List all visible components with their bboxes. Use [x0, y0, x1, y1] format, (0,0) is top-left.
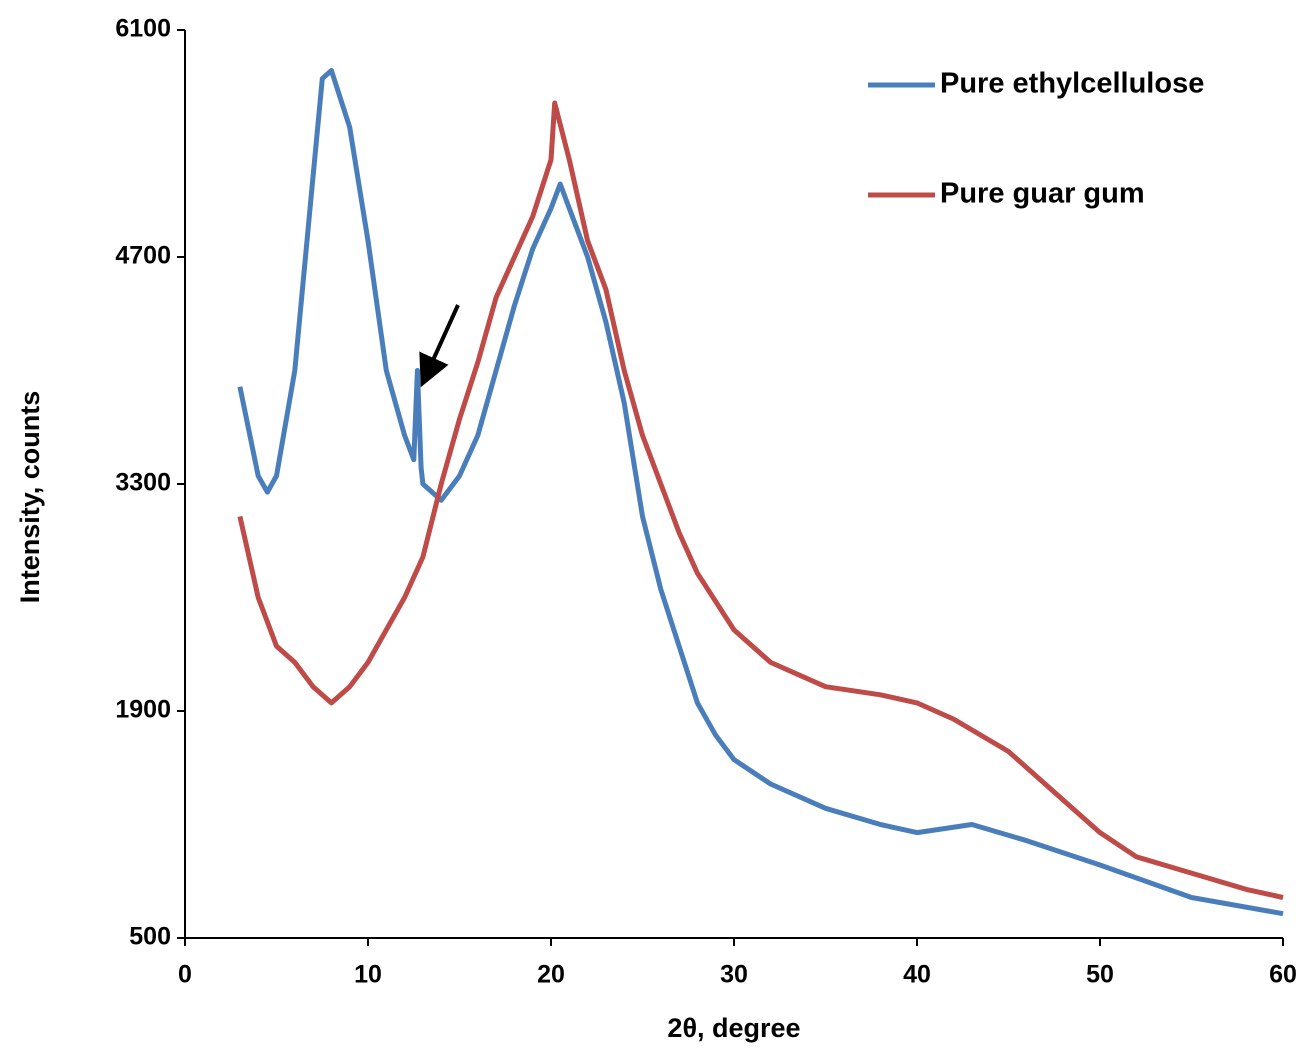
data-line — [237, 68, 1284, 917]
y-axis-title: Intensity, counts — [15, 391, 45, 604]
y-tick-label: 3300 — [115, 469, 171, 497]
x-tick-label: 10 — [354, 961, 382, 989]
data-line — [237, 100, 1284, 900]
annotation-arrow — [419, 304, 460, 388]
y-tick-label: 6100 — [115, 15, 171, 43]
x-tick-label: 50 — [1086, 961, 1114, 989]
x-tick-label: 60 — [1269, 961, 1297, 989]
y-tick-label: 4700 — [115, 242, 171, 270]
x-tick-label: 40 — [903, 961, 931, 989]
y-tick-label: 500 — [129, 923, 171, 951]
legend-label: Pure ethylcellulose — [940, 68, 1204, 100]
x-tick-label: 20 — [537, 961, 565, 989]
x-tick-label: 30 — [720, 961, 748, 989]
legend-label: Pure guar gum — [940, 178, 1145, 210]
y-tick-label: 1900 — [115, 696, 171, 724]
x-axis-title: 2θ, degree — [667, 1013, 800, 1043]
x-tick-label: 0 — [178, 961, 192, 989]
